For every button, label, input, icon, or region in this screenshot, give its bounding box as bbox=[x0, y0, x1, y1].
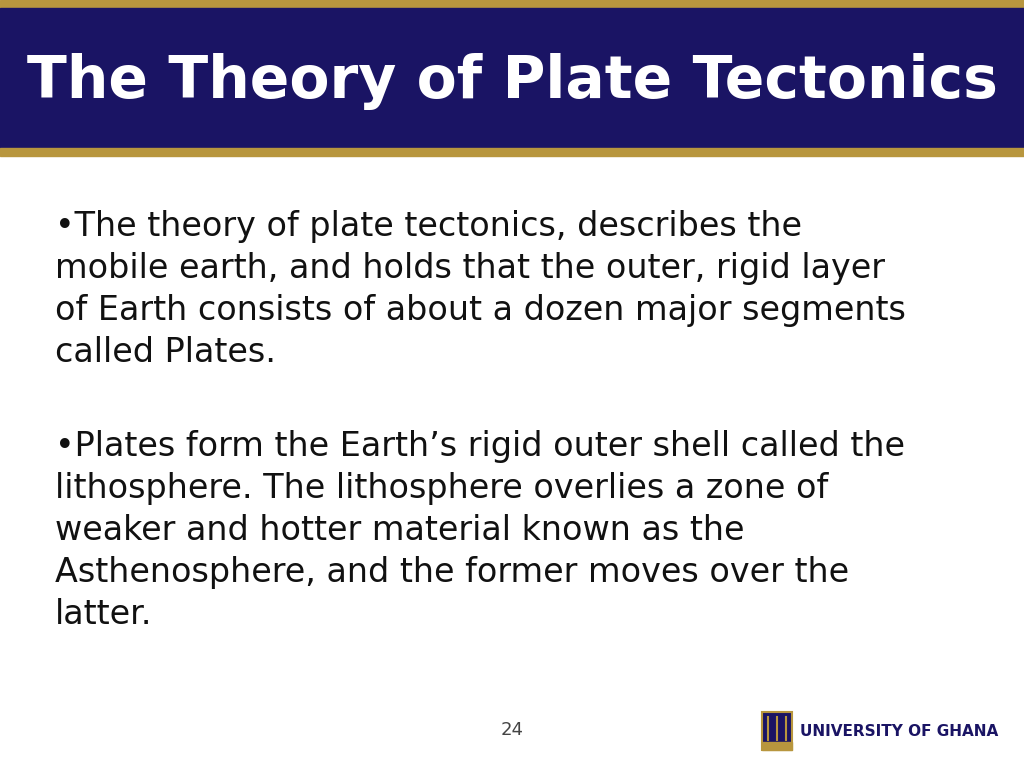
Bar bbox=[0, 8, 1024, 148]
Bar bbox=[0, 0, 1024, 8]
Text: Asthenosphere, and the former moves over the: Asthenosphere, and the former moves over… bbox=[55, 556, 849, 589]
Text: •The theory of plate tectonics, describes the: •The theory of plate tectonics, describe… bbox=[55, 210, 802, 243]
Text: lithosphere. The lithosphere overlies a zone of: lithosphere. The lithosphere overlies a … bbox=[55, 472, 828, 505]
FancyBboxPatch shape bbox=[762, 712, 792, 750]
Text: called Plates.: called Plates. bbox=[55, 336, 276, 369]
Text: 24: 24 bbox=[501, 721, 523, 739]
Text: mobile earth, and holds that the outer, rigid layer: mobile earth, and holds that the outer, … bbox=[55, 252, 885, 285]
Text: •Plates form the Earth’s rigid outer shell called the: •Plates form the Earth’s rigid outer she… bbox=[55, 430, 905, 463]
Text: UNIVERSITY OF GHANA: UNIVERSITY OF GHANA bbox=[800, 723, 998, 739]
Text: latter.: latter. bbox=[55, 598, 153, 631]
Bar bbox=[0, 148, 1024, 156]
Bar bbox=[762, 742, 792, 750]
Text: of Earth consists of about a dozen major segments: of Earth consists of about a dozen major… bbox=[55, 294, 906, 327]
Text: weaker and hotter material known as the: weaker and hotter material known as the bbox=[55, 514, 744, 547]
Text: The Theory of Plate Tectonics: The Theory of Plate Tectonics bbox=[27, 54, 997, 111]
